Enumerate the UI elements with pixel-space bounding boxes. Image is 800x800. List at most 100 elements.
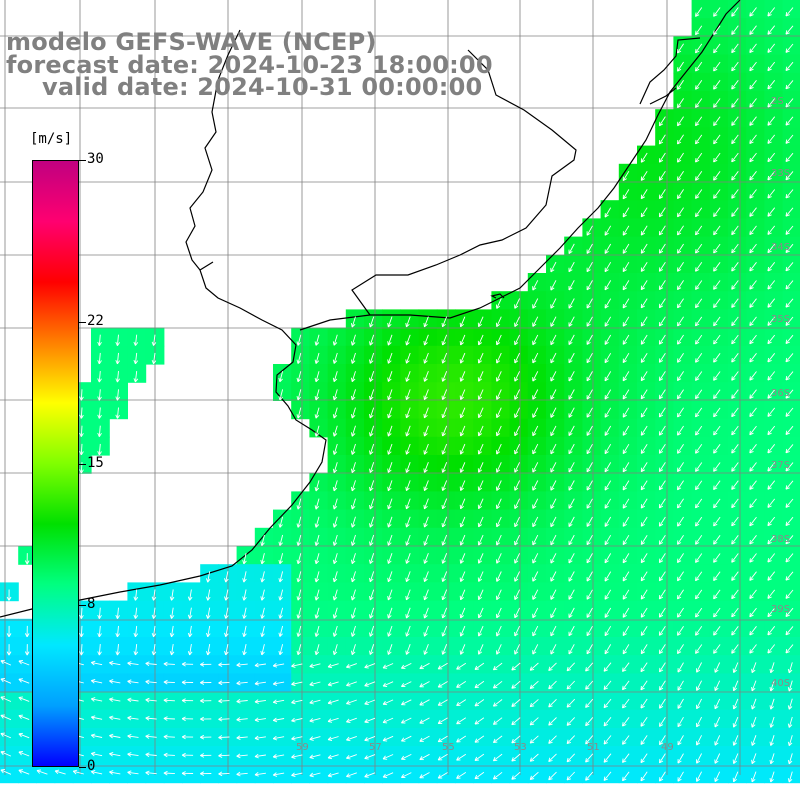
wind-arrow [785, 61, 794, 72]
wind-speed-cell [764, 109, 784, 128]
wind-arrow [492, 699, 503, 707]
wind-arrow [205, 571, 211, 583]
wind-arrow [441, 334, 448, 346]
wind-arrow [749, 571, 757, 581]
wind-arrow [254, 717, 266, 723]
wind-arrow [532, 371, 539, 382]
wind-arrow [769, 662, 775, 674]
wind-arrow [387, 607, 393, 619]
wind-arrow [566, 680, 576, 690]
longitude-label: 51 [587, 742, 600, 753]
wind-arrow [236, 680, 248, 686]
wind-speed-cell [764, 582, 784, 602]
wind-arrow [474, 753, 485, 761]
wind-arrow [731, 262, 739, 272]
wind-arrow [568, 480, 575, 491]
wind-arrow [677, 43, 684, 54]
wind-arrow [459, 625, 466, 637]
wind-arrow [387, 407, 393, 419]
wind-arrow [731, 171, 739, 181]
wind-arrow [550, 589, 557, 600]
wind-arrow [677, 443, 684, 454]
wind-arrow [405, 425, 411, 437]
wind-arrow [749, 61, 757, 72]
wind-arrow [785, 316, 794, 326]
wind-arrow [441, 553, 448, 564]
wind-arrow [0, 750, 12, 757]
wind-arrow [514, 462, 521, 473]
wind-arrow [622, 771, 630, 782]
wind-arrow [492, 680, 503, 689]
wind-arrow [622, 207, 630, 218]
wind-arrow [622, 371, 630, 382]
wind-arrow [474, 699, 485, 707]
wind-arrow [0, 769, 12, 775]
wind-arrow [767, 116, 776, 126]
wind-arrow [332, 480, 338, 492]
wind-arrow [163, 679, 175, 685]
latitude-label: 36S [771, 388, 790, 399]
wind-arrow [495, 516, 502, 528]
wind-arrow [604, 352, 612, 364]
wind-arrow [218, 698, 230, 704]
wind-arrow [785, 425, 794, 436]
wind-arrow [423, 625, 429, 637]
wind-arrow [695, 607, 703, 618]
wind-arrow [749, 444, 757, 454]
wind-arrow [115, 644, 120, 656]
wind-arrow [695, 7, 703, 17]
wind-arrow [568, 352, 575, 364]
longitude-label: 49 [661, 742, 674, 753]
wind-arrow [97, 389, 102, 401]
wind-arrow [296, 516, 302, 528]
wind-arrow [568, 589, 575, 600]
longitude-label: 57 [369, 742, 382, 753]
wind-arrow [714, 698, 721, 710]
wind-arrow [713, 225, 721, 236]
wind-arrow [749, 7, 757, 17]
wind-arrow [459, 553, 466, 564]
wind-arrow [0, 678, 12, 684]
wind-arrow [309, 681, 321, 687]
wind-arrow [514, 425, 521, 437]
wind-arrow [514, 407, 521, 418]
wind-arrow [767, 189, 776, 199]
wind-arrow [769, 753, 775, 765]
colorbar-tick [79, 605, 86, 606]
wind-arrow [695, 498, 703, 509]
wind-arrow [787, 716, 793, 728]
wind-arrow [296, 334, 302, 346]
wind-arrow [369, 534, 375, 546]
wind-arrow [586, 443, 593, 455]
wind-arrow [369, 571, 375, 583]
wind-arrow [459, 480, 466, 491]
wind-arrow [586, 534, 593, 546]
wind-arrow [695, 152, 703, 163]
wind-speed-cell [764, 418, 784, 438]
wind-arrow [405, 607, 411, 619]
wind-arrow [456, 681, 467, 688]
wind-arrow [492, 735, 503, 744]
wind-arrow [97, 425, 102, 437]
wind-arrow [456, 735, 467, 743]
wind-arrow [346, 717, 357, 723]
wind-speed-cell [473, 728, 492, 747]
wind-arrow [514, 498, 521, 509]
wind-speed-cell [473, 673, 492, 693]
wind-arrow [437, 699, 448, 706]
wind-arrow [604, 407, 612, 418]
wind-arrow [787, 662, 793, 674]
wind-arrow [713, 425, 721, 436]
wind-arrow [477, 607, 484, 619]
wind-arrow [456, 699, 467, 707]
wind-arrow [529, 662, 539, 671]
wind-arrow [514, 298, 521, 309]
wind-arrow [696, 698, 703, 710]
wind-arrow [622, 498, 630, 509]
wind-arrow [332, 443, 338, 455]
wind-arrow [568, 534, 575, 546]
wind-arrow [350, 316, 356, 328]
wind-arrow [369, 625, 375, 637]
wind-arrow [749, 516, 757, 527]
wind-arrow [477, 516, 484, 528]
